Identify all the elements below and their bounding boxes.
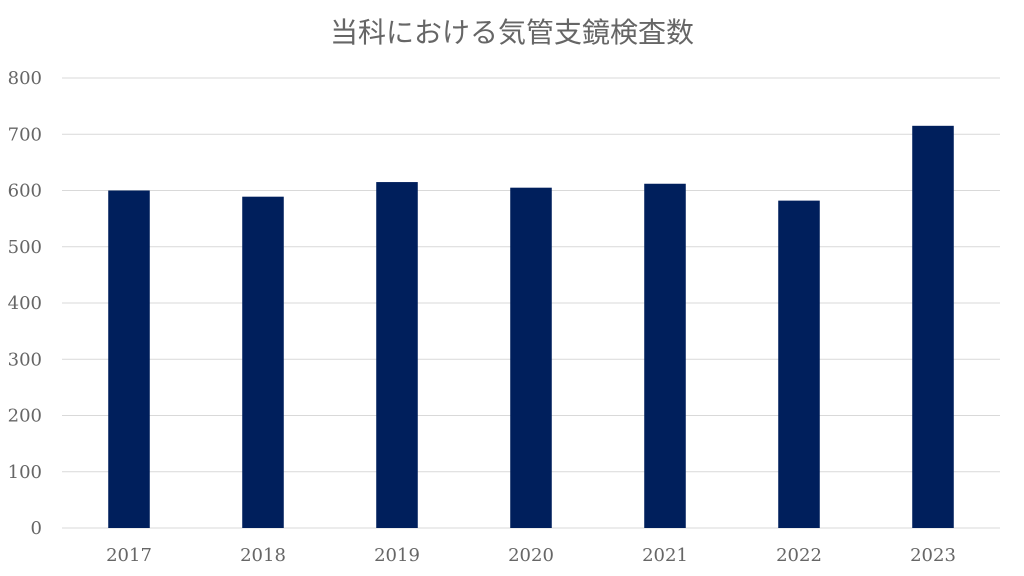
bar-2022	[778, 200, 820, 528]
y-tick-label: 700	[8, 124, 42, 145]
x-tick-label: 2017	[106, 545, 152, 566]
y-tick-label: 200	[8, 406, 42, 427]
x-tick-label: 2023	[910, 545, 956, 566]
bar-2017	[108, 190, 150, 528]
y-tick-label: 800	[8, 68, 42, 89]
y-tick-label: 600	[8, 181, 42, 202]
y-tick-label: 100	[8, 462, 42, 483]
x-tick-label: 2018	[240, 545, 286, 566]
bar-2021	[644, 183, 686, 528]
bar-2019	[376, 182, 418, 528]
x-tick-label: 2022	[776, 545, 822, 566]
x-axis-tick-labels: 2017 2018 2019 2020 2021 2022 2023	[106, 545, 956, 566]
bars	[108, 125, 954, 528]
x-tick-label: 2021	[642, 545, 688, 566]
bar-2020	[510, 187, 552, 528]
chart-title: 当科における気管支鏡検査数	[330, 16, 694, 49]
x-tick-label: 2020	[508, 545, 554, 566]
y-axis-tick-labels: 0 100 200 300 400 500 600 700 800	[8, 68, 42, 539]
bar-2023	[912, 125, 954, 528]
y-tick-label: 0	[31, 518, 42, 539]
bar-2018	[242, 196, 284, 528]
y-tick-label: 500	[8, 237, 42, 258]
y-tick-label: 400	[8, 293, 42, 314]
y-tick-label: 300	[8, 349, 42, 370]
x-tick-label: 2019	[374, 545, 420, 566]
